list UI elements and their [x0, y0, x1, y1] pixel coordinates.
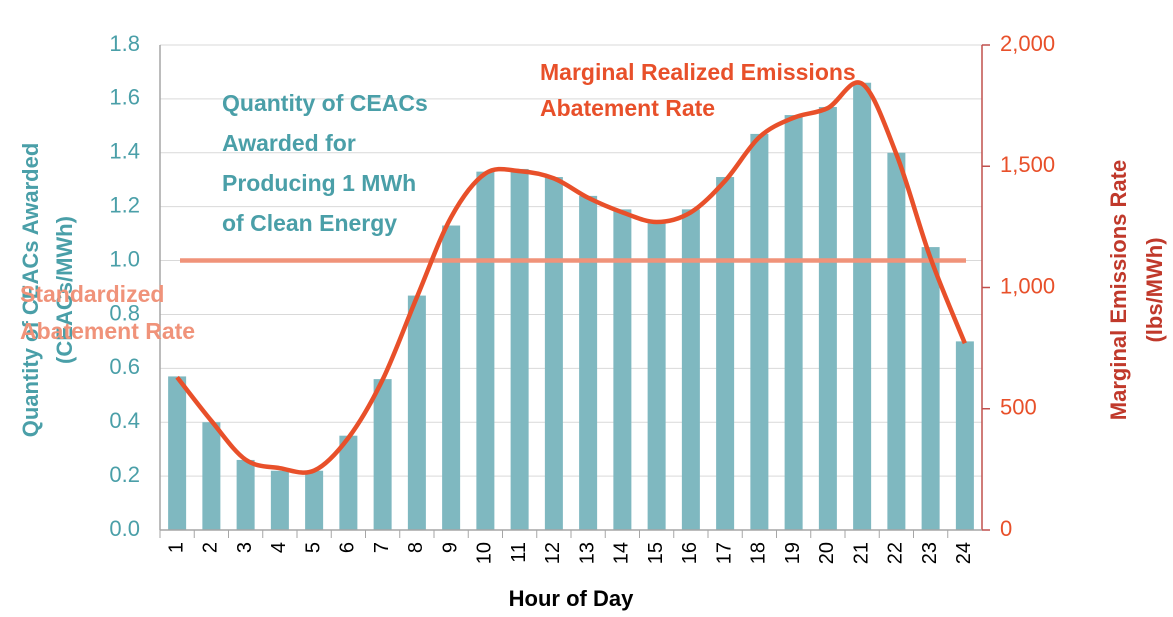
- x-tick-label: 11: [508, 542, 530, 563]
- x-tick-label: 15: [645, 542, 667, 564]
- bar: [202, 422, 221, 530]
- series-label: Standardized: [20, 281, 164, 307]
- y2-tick-label: 1,000: [1000, 273, 1055, 298]
- y2-tick-label: 500: [1000, 395, 1037, 420]
- x-tick-label: 18: [748, 542, 770, 564]
- y2-axis-label: (lbs/MWh): [1142, 237, 1167, 342]
- x-tick-label: 19: [782, 542, 804, 564]
- x-tick-label: 12: [542, 542, 564, 564]
- series-label: Awarded for: [222, 130, 356, 156]
- bar: [887, 152, 906, 530]
- x-tick-label: 24: [953, 542, 975, 564]
- x-tick-label: 10: [474, 542, 496, 564]
- series-label: Quantity of CEACs: [222, 90, 428, 116]
- bar: [784, 115, 803, 531]
- y-tick-label: 0.2: [109, 462, 140, 487]
- y-tick-label: 0.6: [109, 354, 140, 379]
- y2-tick-label: 0: [1000, 516, 1012, 541]
- bar: [305, 470, 324, 530]
- series-label: Producing 1 MWh: [222, 170, 416, 196]
- x-tick-label: 13: [576, 542, 598, 564]
- x-tick-label: 21: [850, 542, 872, 564]
- y-tick-label: 1.2: [109, 192, 140, 217]
- bar: [681, 209, 700, 530]
- series-label: Abatement Rate: [540, 95, 715, 121]
- x-tick-label: 5: [302, 542, 324, 553]
- series-label: Marginal Realized Emissions: [540, 59, 856, 85]
- bar: [750, 133, 769, 530]
- bar: [544, 177, 563, 530]
- bar: [921, 247, 940, 531]
- series-label: of Clean Energy: [222, 210, 397, 236]
- bar: [613, 209, 632, 530]
- y2-axis-label: Marginal Emissions Rate: [1106, 160, 1131, 420]
- x-tick-label: 4: [268, 542, 290, 553]
- x-tick-label: 6: [337, 542, 359, 553]
- x-tick-label: 9: [439, 542, 461, 553]
- y-axis-label: Quantity of CEACs Awarded: [18, 143, 43, 438]
- y-tick-label: 1.4: [109, 139, 140, 164]
- bar: [270, 470, 289, 530]
- x-tick-label: 16: [679, 542, 701, 564]
- y-tick-label: 1.6: [109, 85, 140, 110]
- x-tick-label: 23: [919, 542, 941, 564]
- x-tick-label: 7: [371, 542, 393, 553]
- x-tick-label: 2: [200, 542, 222, 553]
- x-tick-label: 3: [234, 542, 256, 553]
- y-axis-label: (CEACs/MWh): [52, 216, 77, 364]
- bar: [476, 171, 495, 530]
- bar: [647, 222, 666, 531]
- bar: [373, 379, 392, 530]
- bar: [168, 376, 187, 530]
- bar: [339, 435, 358, 530]
- bar: [818, 106, 837, 530]
- y-tick-label: 0.8: [109, 300, 140, 325]
- x-tick-label: 8: [405, 542, 427, 553]
- bar: [853, 82, 872, 530]
- line: [175, 80, 967, 475]
- x-tick-label: 1: [165, 542, 187, 553]
- bar: [236, 459, 255, 530]
- bar: [955, 341, 974, 530]
- x-tick-label: 17: [713, 542, 735, 564]
- y2-tick-label: 1,500: [1000, 152, 1055, 177]
- bar: [442, 225, 461, 530]
- bar: [407, 295, 426, 530]
- bar: [716, 177, 735, 530]
- bar: [510, 168, 529, 530]
- x-tick-label: 20: [816, 542, 838, 564]
- series-label: Abatement Rate: [20, 318, 195, 344]
- y-tick-label: 1.0: [109, 246, 140, 271]
- x-axis-label: Hour of Day: [509, 586, 634, 611]
- y-tick-label: 1.8: [109, 31, 140, 56]
- y2-tick-label: 2,000: [1000, 31, 1055, 56]
- bar: [579, 195, 598, 530]
- y-tick-label: 0.4: [109, 408, 140, 433]
- x-tick-label: 14: [611, 542, 633, 564]
- y-tick-label: 0.0: [109, 516, 140, 541]
- x-tick-label: 22: [885, 542, 907, 564]
